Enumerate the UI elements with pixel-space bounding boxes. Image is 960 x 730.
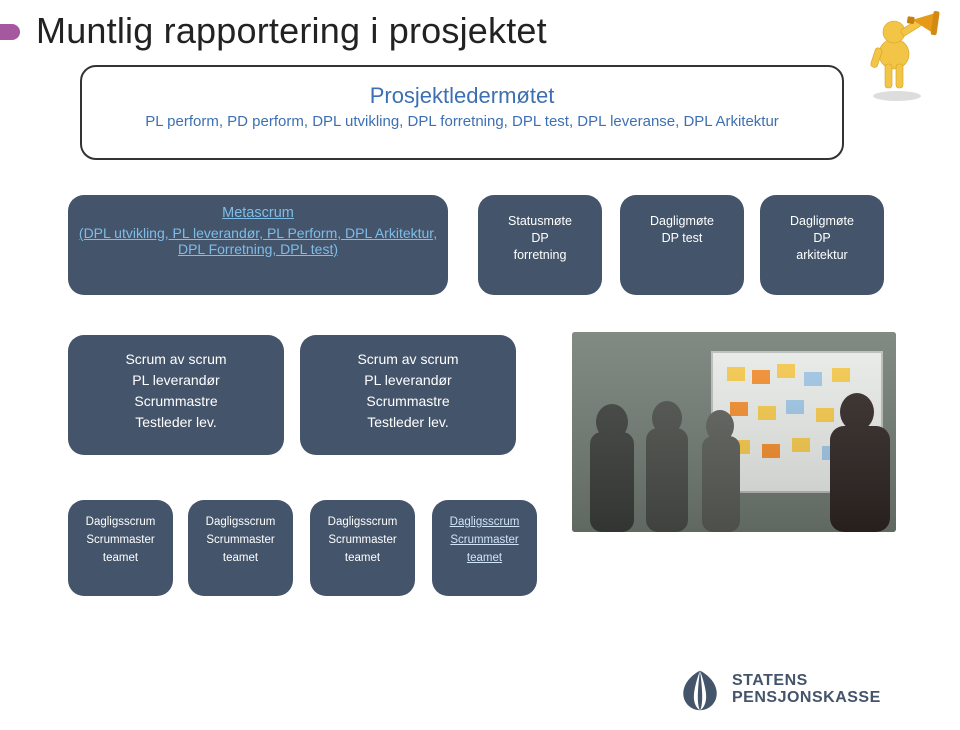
r3a-l3: Scrummastre (76, 391, 276, 412)
box-prosjektledermotet: Prosjektledermøtet PL perform, PD perfor… (80, 65, 844, 160)
mascot-icon (852, 4, 952, 104)
slide: Muntlig rapportering i prosjektet (0, 0, 960, 730)
r3b-l4: Testleder lev. (308, 412, 508, 433)
status-l2: DP (486, 230, 594, 247)
daglig-test-l1: Dagligmøte (628, 213, 736, 230)
box-scrum-av-scrum-2: Scrum av scrum PL leverandør Scrummastre… (300, 335, 516, 455)
box-statusmote-forretning: Statusmøte DP forretning (478, 195, 602, 295)
meeting-photo (572, 332, 896, 532)
r4c-l3: teamet (318, 550, 407, 568)
metascrum-line: (DPL utvikling, PL leverandør, PL Perfor… (76, 225, 440, 257)
spk-logo: STATENS PENSJONSKASSE (678, 668, 938, 712)
r3b-l1: Scrum av scrum (308, 349, 508, 370)
r4d-l2: Scrummaster (440, 532, 529, 550)
r4b-l3: teamet (196, 550, 285, 568)
box-dagligmote-arkitektur: Dagligmøte DP arkitektur (760, 195, 884, 295)
status-l3: forretning (486, 247, 594, 264)
r4b-l2: Scrummaster (196, 532, 285, 550)
daglig-test-l2: DP test (628, 230, 736, 247)
r4d-l1: Dagligsscrum (440, 514, 529, 532)
box-scrum-av-scrum-1: Scrum av scrum PL leverandør Scrummastre… (68, 335, 284, 455)
status-l1: Statusmøte (486, 213, 594, 230)
r4a-l2: Scrummaster (76, 532, 165, 550)
box-dagligscrum-4: Dagligsscrum Scrummaster teamet (432, 500, 537, 596)
r3a-l1: Scrum av scrum (76, 349, 276, 370)
row1-subtitle: PL perform, PD perform, DPL utvikling, D… (90, 113, 834, 130)
r4c-l1: Dagligsscrum (318, 514, 407, 532)
box-dagligmote-test: Dagligmøte DP test (620, 195, 744, 295)
r4a-l1: Dagligsscrum (76, 514, 165, 532)
accent-tab (0, 24, 20, 40)
daglig-ark-l3: arkitektur (768, 247, 876, 264)
r3a-l4: Testleder lev. (76, 412, 276, 433)
r3b-l3: Scrummastre (308, 391, 508, 412)
logo-line1: STATENS (732, 673, 881, 690)
logo-line2: PENSJONSKASSE (732, 690, 881, 707)
row1-heading: Prosjektledermøtet (90, 83, 834, 109)
slide-title: Muntlig rapportering i prosjektet (36, 10, 547, 52)
r3b-l2: PL leverandør (308, 370, 508, 391)
r4a-l3: teamet (76, 550, 165, 568)
daglig-ark-l1: Dagligmøte (768, 213, 876, 230)
spk-logo-icon (678, 668, 722, 712)
daglig-ark-l2: DP (768, 230, 876, 247)
box-dagligscrum-3: Dagligsscrum Scrummaster teamet (310, 500, 415, 596)
box-metascrum: Metascrum (DPL utvikling, PL leverandør,… (68, 195, 448, 295)
metascrum-title: Metascrum (76, 205, 440, 221)
r4d-l3: teamet (440, 550, 529, 568)
r4c-l2: Scrummaster (318, 532, 407, 550)
box-dagligscrum-2: Dagligsscrum Scrummaster teamet (188, 500, 293, 596)
r3a-l2: PL leverandør (76, 370, 276, 391)
r4b-l1: Dagligsscrum (196, 514, 285, 532)
box-dagligscrum-1: Dagligsscrum Scrummaster teamet (68, 500, 173, 596)
